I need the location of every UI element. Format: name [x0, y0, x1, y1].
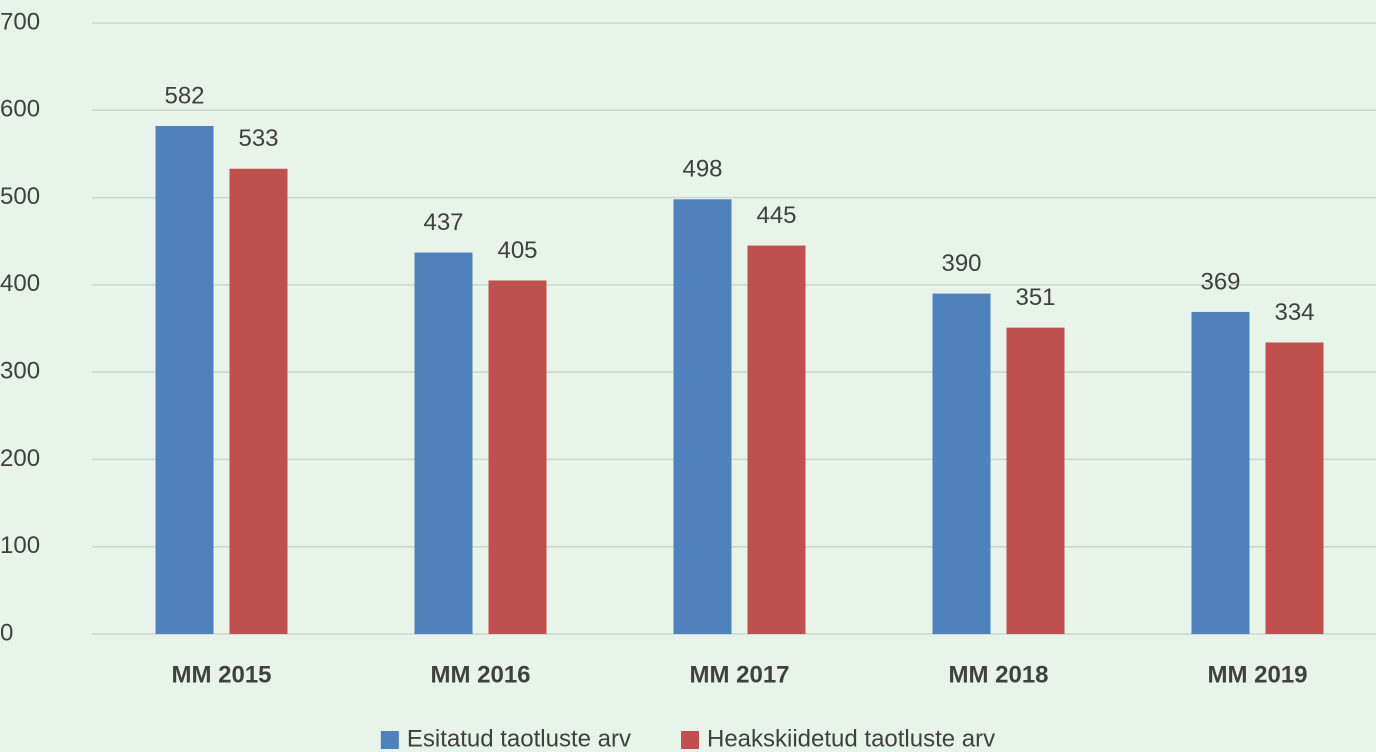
data-label: 445: [756, 202, 796, 229]
bar: [229, 168, 288, 634]
legend-swatch: [380, 731, 399, 749]
y-tick-label: 600: [0, 96, 40, 123]
y-tick-label: 400: [0, 270, 40, 297]
bar: [1006, 327, 1065, 634]
x-tick-label: MM 2019: [1207, 661, 1307, 688]
data-label: 582: [164, 82, 204, 109]
data-label: 405: [497, 237, 537, 264]
legend-label: Heakskiidetud taotluste arv: [707, 725, 995, 752]
data-label: 334: [1274, 299, 1314, 326]
x-tick-label: MM 2017: [689, 661, 789, 688]
x-tick-label: MM 2015: [171, 661, 271, 688]
data-label: 498: [682, 156, 722, 183]
x-tick-label: MM 2018: [948, 661, 1048, 688]
data-label: 437: [423, 209, 463, 236]
bar: [932, 293, 991, 634]
legend-swatch: [680, 731, 699, 749]
data-label: 390: [941, 250, 981, 277]
bar: [1191, 311, 1250, 634]
bar: [673, 199, 732, 634]
y-tick-label: 300: [0, 357, 40, 384]
bar: [1265, 342, 1324, 634]
data-label: 369: [1200, 268, 1240, 295]
legend-label: Esitatud taotluste arv: [407, 725, 631, 752]
bar: [488, 280, 547, 634]
y-tick-label: 0: [0, 619, 13, 646]
y-tick-label: 100: [0, 532, 40, 559]
bar: [155, 125, 214, 635]
data-label: 351: [1015, 284, 1055, 311]
y-tick-label: 700: [0, 8, 40, 35]
x-tick-label: MM 2016: [430, 661, 530, 688]
y-tick-label: 500: [0, 183, 40, 210]
y-tick-label: 200: [0, 445, 40, 472]
bar: [414, 252, 473, 634]
bar: [747, 245, 806, 635]
data-label: 533: [238, 125, 278, 152]
